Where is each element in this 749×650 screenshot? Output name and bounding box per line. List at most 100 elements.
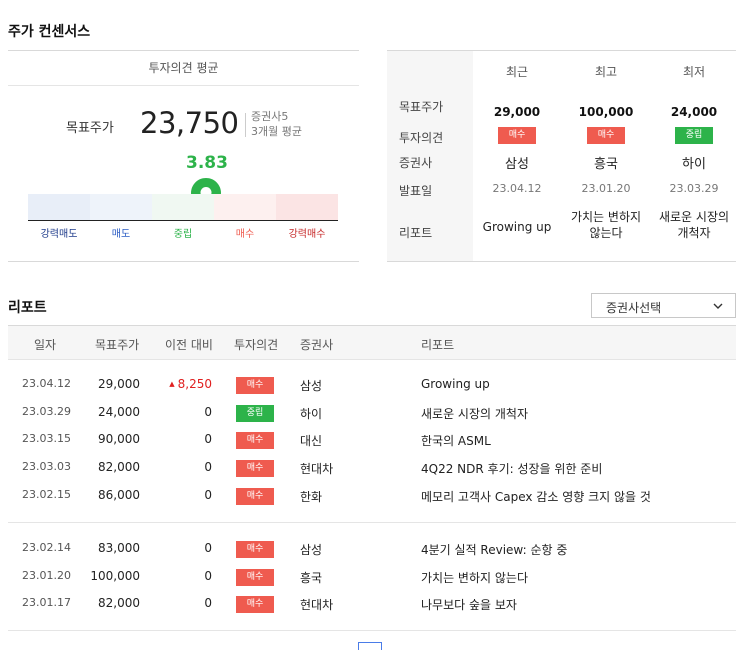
row-label-opinion: 투자의견 <box>399 131 444 145</box>
row-report-link[interactable]: 가치는 변하지 않는다 <box>421 570 528 585</box>
row-date: 23.03.29 <box>22 404 71 418</box>
summary-date: 23.01.20 <box>581 182 631 195</box>
table-row: 23.02.15 86,000 0 매수 한화 메모리 고객사 Capex 감소 영향 크… <box>8 482 736 510</box>
row-date: 23.02.15 <box>22 487 71 501</box>
summary-opinion: 중립 <box>650 126 738 144</box>
reports-title: 리포트 <box>8 300 47 316</box>
opinion-badge: 중립 <box>236 404 274 422</box>
row-change-value: 0 <box>204 432 212 447</box>
scale-segment <box>276 194 338 220</box>
row-report-link[interactable]: 4분기 실적 Review: 순항 중 <box>421 543 568 557</box>
row-report-link[interactable]: 한국의 ASML <box>421 434 491 449</box>
report-line: 새로운 시장의 <box>658 210 730 224</box>
row-label-report: 리포트 <box>399 226 433 240</box>
row-target-price: 83,000 <box>98 541 140 555</box>
target-price-label: 목표주가 <box>66 121 114 136</box>
row-opinion: 매수 <box>236 459 274 478</box>
summary-report-link[interactable]: 가치는 변하지 않는다 <box>562 209 650 241</box>
chevron-down-icon <box>713 303 723 309</box>
row-change: 0 <box>204 541 212 555</box>
summary-date: 23.03.29 <box>669 182 719 195</box>
row-opinion: 매수 <box>236 595 274 614</box>
row-label-broker: 증권사 <box>399 156 433 170</box>
row-change-value: 0 <box>204 568 212 583</box>
row-report-link[interactable]: Growing up <box>421 377 490 391</box>
row-opinion: 매수 <box>236 487 274 505</box>
table-row: 23.02.14 83,000 0 매수 삼성 4분기 실적 Review: 순항 중 <box>8 535 736 563</box>
report-line: Growing up <box>482 220 552 234</box>
scale-segment <box>90 194 152 220</box>
opinion-score: 3.83 <box>186 153 228 173</box>
row-broker: 흥국 <box>300 570 323 585</box>
col-target-price: 목표주가 <box>95 338 140 352</box>
table-row: 23.03.15 90,000 0 매수 대신 한국의 ASML <box>8 426 736 454</box>
row-change-value: 0 <box>204 460 212 475</box>
row-date: 23.03.03 <box>22 460 71 474</box>
row-opinion: 매수 <box>236 431 274 450</box>
col-opinion: 투자의견 <box>234 338 279 352</box>
scale-segment <box>152 194 214 220</box>
row-report-link[interactable]: 메모리 고객사 Capex 감소 영향 크지 않을 것 <box>421 489 651 504</box>
opinion-summary-panel: 목표주가 투자의견 증권사 발표일 리포트 최근 29,000 매수 삼성 23.04.… <box>387 50 736 262</box>
table-bottom-border <box>8 630 736 631</box>
group-divider <box>8 522 736 523</box>
divider <box>245 113 246 137</box>
row-broker: 삼성 <box>300 379 323 393</box>
scale-segment <box>214 194 276 220</box>
report-line: 개척자 <box>677 226 711 240</box>
row-change-value: 8,250 <box>177 377 212 391</box>
opinion-badge: 중립 <box>675 127 713 144</box>
table-row: 23.03.03 82,000 0 매수 현대차 4Q22 NDR 후기: 성장을 위한 … <box>8 454 736 482</box>
row-target-price: 86,000 <box>98 487 140 502</box>
scale-label: 매수 <box>235 229 255 240</box>
table-row: 23.01.17 82,000 0 매수 현대차 나무보다 숲을 보자 <box>8 590 736 618</box>
row-opinion: 중립 <box>236 404 274 422</box>
table-row: 23.03.29 24,000 0 중립 하이 새로운 시장의 개척자 <box>8 399 736 427</box>
row-change: 0 <box>204 460 212 474</box>
scale-label: 강력매도 <box>40 229 78 240</box>
row-opinion: 매수 <box>236 540 274 558</box>
row-target-price: 90,000 <box>98 432 140 447</box>
summary-opinion: 매수 <box>562 126 650 144</box>
row-report-link[interactable]: 4Q22 NDR 후기: 성장을 위한 준비 <box>421 462 603 477</box>
opinion-badge: 매수 <box>498 127 536 144</box>
row-change: 0 <box>204 432 212 446</box>
average-period: 3개월 평균 <box>251 125 302 138</box>
row-report-link[interactable]: 나무보다 숲을 보자 <box>421 598 517 613</box>
opinion-scale-bar <box>28 194 338 221</box>
report-line: 가치는 변하지 <box>570 210 642 224</box>
row-date: 23.01.17 <box>22 596 71 610</box>
scale-label: 매도 <box>111 229 131 240</box>
row-label-date: 발표일 <box>399 184 433 198</box>
broker-select[interactable]: 증권사선택 <box>591 293 736 318</box>
summary-date: 23.04.12 <box>492 182 542 195</box>
price-meta: 증권사5 3개월 평균 <box>251 109 302 139</box>
row-target-price: 82,000 <box>98 460 140 475</box>
row-opinion: 매수 <box>236 568 274 586</box>
row-change: 0 <box>204 488 212 502</box>
row-broker: 대신 <box>300 434 323 449</box>
row-report-link[interactable]: 새로운 시장의 개척자 <box>421 406 528 421</box>
summary-report-link[interactable]: Growing up <box>473 219 561 235</box>
row-opinion: 매수 <box>236 376 274 394</box>
triangle-up-icon: ▲ <box>169 380 175 388</box>
summary-broker: 삼성 <box>505 157 529 172</box>
row-broker: 현대차 <box>300 462 334 477</box>
table-row: 23.04.12 29,000 ▲ 8,250 매수 삼성 Growing up <box>8 371 736 399</box>
opinion-scale-labels: 강력매도 매도 중립 매수 강력매수 <box>28 225 338 240</box>
broker-count: 증권사5 <box>251 110 289 123</box>
row-target-price: 29,000 <box>98 377 140 391</box>
table-row: 23.01.20 100,000 0 매수 흥국 가치는 변하지 않는다 <box>8 563 736 591</box>
pagination-button[interactable] <box>358 642 382 650</box>
summary-col-head: 최저 <box>682 65 706 79</box>
row-date: 23.01.20 <box>22 568 71 582</box>
row-target-price: 100,000 <box>90 568 140 583</box>
row-target-price: 24,000 <box>98 404 140 419</box>
opinion-badge: 매수 <box>236 487 274 505</box>
row-broker: 현대차 <box>300 598 334 613</box>
opinion-average-header: 투자의견 평균 <box>8 51 359 86</box>
row-date: 23.03.15 <box>22 432 71 446</box>
broker-select-label: 증권사선택 <box>606 301 662 315</box>
summary-target-price: 29,000 <box>493 105 541 119</box>
